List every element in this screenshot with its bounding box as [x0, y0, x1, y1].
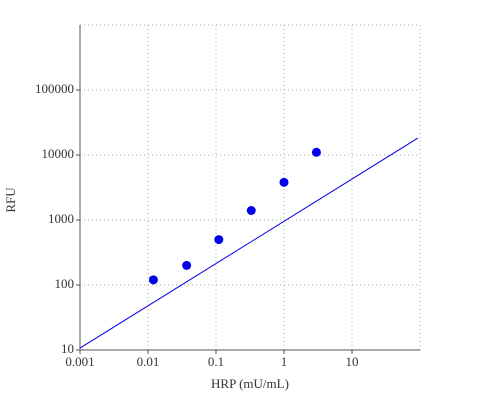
x-axis-label: HRP (mU/mL): [211, 376, 289, 391]
data-point: [182, 260, 192, 270]
data-point: [148, 275, 158, 285]
y-tick-label: 10000: [42, 146, 75, 161]
data-point: [311, 147, 321, 157]
x-tick-label: 0.001: [65, 354, 94, 369]
y-axis-label: RFU: [3, 187, 18, 213]
y-tick-label: 100: [55, 276, 75, 291]
y-tick-label: 10: [61, 341, 74, 356]
y-tick-label: 100000: [35, 81, 74, 96]
x-tick-label: 0.1: [208, 354, 224, 369]
fit-line: [79, 137, 419, 349]
y-tick-label: 1000: [48, 211, 74, 226]
data-point: [214, 235, 224, 245]
data-point: [279, 177, 289, 187]
x-tick-label: 10: [346, 354, 359, 369]
x-tick-label: 1: [281, 354, 288, 369]
x-tick-label: 0.01: [137, 354, 160, 369]
data-point: [246, 206, 256, 216]
